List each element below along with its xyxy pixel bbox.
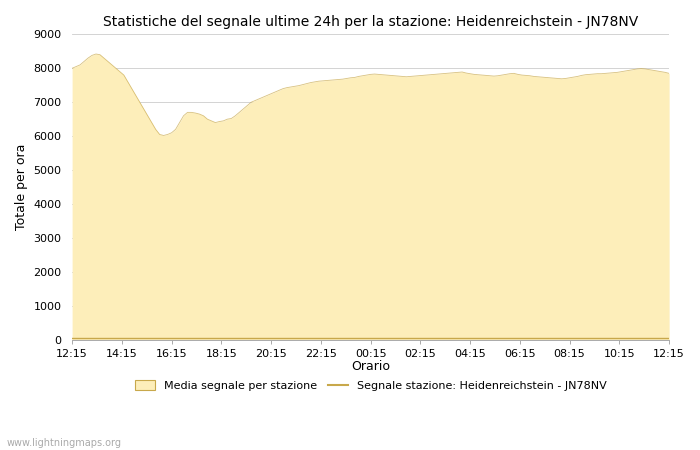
Y-axis label: Totale per ora: Totale per ora (15, 144, 28, 230)
Legend: Media segnale per stazione, Segnale stazione: Heidenreichstein - JN78NV: Media segnale per stazione, Segnale staz… (130, 376, 611, 395)
Text: www.lightningmaps.org: www.lightningmaps.org (7, 438, 122, 448)
X-axis label: Orario: Orario (351, 360, 390, 373)
Title: Statistiche del segnale ultime 24h per la stazione: Heidenreichstein - JN78NV: Statistiche del segnale ultime 24h per l… (103, 15, 638, 29)
